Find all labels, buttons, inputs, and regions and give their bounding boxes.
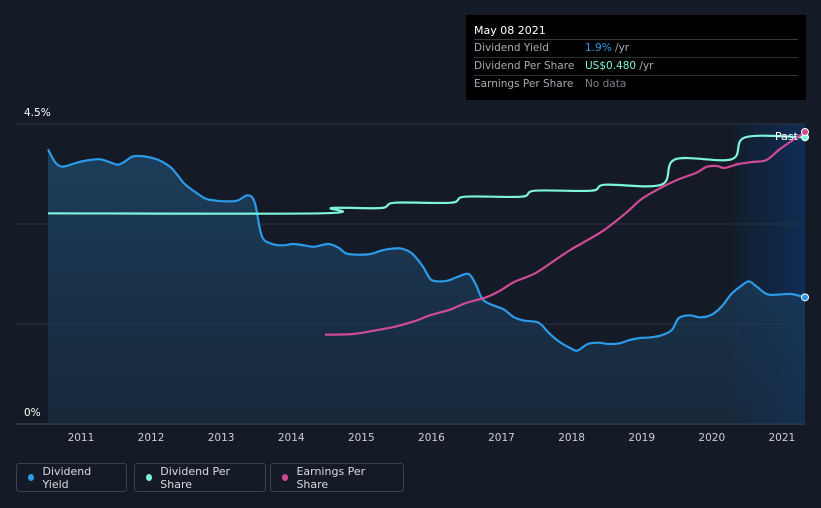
legend-dot-icon — [146, 474, 153, 481]
legend-dividend-per-share[interactable]: Dividend Per Share — [134, 463, 266, 492]
legend-label: Dividend Per Share — [160, 464, 231, 491]
past-label: Past — [775, 130, 798, 143]
legend-dividend-yield[interactable]: Dividend Yield — [16, 463, 127, 492]
tooltip-unit: /yr — [636, 60, 654, 72]
legend-dot-icon — [28, 474, 35, 481]
tooltip-value-dividend-yield: 1.9% — [585, 42, 612, 54]
x-tick-label: 2020 — [698, 432, 725, 444]
series-endpoint-dividend-yield — [801, 293, 809, 302]
series-line-dividend-yield — [47, 148, 806, 352]
x-tick-label: 2015 — [348, 432, 375, 444]
series-line-earnings-per-share — [324, 131, 806, 336]
y-axis-top-label: 4.5% — [24, 107, 51, 119]
series-area-dividend-yield — [48, 149, 805, 425]
x-tick-label: 2021 — [769, 432, 796, 444]
tooltip-value-dividend-per-share: US$0.480 — [585, 60, 637, 72]
tooltip-label: Dividend Yield — [474, 42, 549, 54]
series-endpoint-earnings-per-share — [801, 128, 809, 136]
x-tick-label: 2018 — [558, 432, 585, 444]
tooltip-label: Dividend Per Share — [474, 60, 575, 72]
legend-earnings-per-share[interactable]: Earnings Per Share — [270, 463, 404, 492]
x-tick-label: 2012 — [138, 432, 165, 444]
tooltip-unit: /yr — [611, 42, 630, 54]
x-tick-label: 2019 — [628, 432, 655, 444]
x-tick-label: 2016 — [418, 432, 445, 444]
legend-dot-icon — [282, 474, 289, 481]
series-line-dividend-per-share — [47, 134, 806, 215]
tooltip-row-dividend-per-share: Dividend Per Share US$0.480 /yr — [474, 58, 798, 76]
tooltip-panel: May 08 2021 Dividend Yield 1.9% /yr Divi… — [466, 15, 806, 100]
tooltip-date: May 08 2021 — [474, 23, 798, 40]
x-tick-label: 2014 — [278, 432, 305, 444]
tooltip-value-earnings-per-share: No data — [585, 78, 627, 90]
tooltip-row-earnings-per-share: Earnings Per Share No data — [474, 76, 798, 93]
tooltip-label: Earnings Per Share — [474, 78, 574, 90]
x-tick-label: 2011 — [68, 432, 95, 444]
legend-label: Earnings Per Share — [296, 464, 366, 491]
x-tick-label: 2013 — [208, 432, 235, 444]
y-axis-bottom-label: 0% — [24, 407, 41, 419]
legend-label: Dividend Yield — [42, 464, 92, 491]
x-tick-label: 2017 — [488, 432, 515, 444]
tooltip-row-dividend-yield: Dividend Yield 1.9% /yr — [474, 40, 798, 58]
